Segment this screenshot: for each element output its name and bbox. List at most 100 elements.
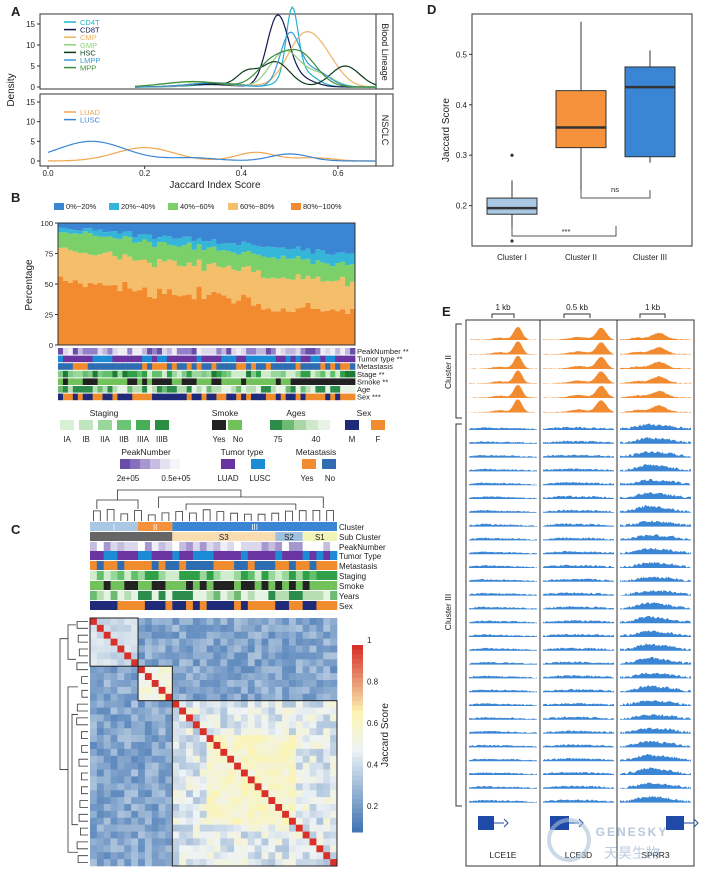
annotation-cell <box>288 551 297 560</box>
heatmap-cell <box>206 673 214 681</box>
stacked-bar-segment <box>161 261 168 294</box>
annotation-cell <box>226 386 232 393</box>
heatmap-cell <box>199 693 207 701</box>
stacked-bar-segment <box>196 244 202 260</box>
heatmap-cell <box>90 624 98 633</box>
annotation-cell <box>305 386 311 393</box>
heatmap-cell <box>323 618 331 626</box>
heatmap-cell <box>206 686 214 695</box>
heatmap-cell <box>227 859 235 867</box>
stacked-bar-segment <box>340 276 346 310</box>
stacked-bar-segment <box>256 223 262 246</box>
stacked-bar-segment <box>251 223 257 245</box>
colorbar-step <box>352 780 363 786</box>
heatmap-cell <box>144 824 153 832</box>
heatmap-cell <box>254 700 262 708</box>
heatmap-cell <box>240 755 249 763</box>
stacked-bar-segment <box>102 252 108 286</box>
stacked-bar-segment <box>72 280 79 345</box>
annotation-cell <box>227 561 235 570</box>
coverage-track <box>620 405 691 413</box>
heatmap-cell <box>124 762 132 770</box>
heatmap-cell <box>96 762 105 770</box>
heatmap-cell <box>275 852 283 860</box>
heatmap-cell <box>234 776 242 784</box>
annotation-cell <box>345 355 351 363</box>
coverage-track <box>469 537 537 541</box>
heatmap-cell <box>90 735 98 743</box>
legend-label-hsc: HSC <box>80 48 96 57</box>
annotation-cell <box>171 370 178 378</box>
annotation-cell <box>92 378 98 385</box>
heatmap-cell <box>240 638 249 646</box>
annotation-cell <box>179 542 187 551</box>
annotation-cell <box>345 378 351 385</box>
stacked-bar-segment <box>142 287 148 345</box>
annotation-cell <box>290 355 296 363</box>
stacked-bar-segment <box>166 223 173 237</box>
heatmap-cell <box>240 645 249 653</box>
stacked-bar-segment <box>280 308 287 345</box>
heatmap-cell <box>206 762 214 770</box>
heatmap-cell <box>295 659 303 667</box>
heatmap-cell <box>117 742 125 750</box>
heatmap-cell <box>288 652 297 660</box>
stacked-bar-segment <box>211 246 217 263</box>
heatmap-cell <box>124 624 132 633</box>
annotation-cell <box>122 378 128 385</box>
heatmap-cell <box>138 707 146 715</box>
stacked-bar-segment <box>77 283 84 345</box>
heatmap-cell <box>172 735 180 743</box>
heatmap-cell <box>186 817 194 825</box>
heatmap-cell <box>199 845 207 853</box>
track-label: Stage ** <box>357 370 385 379</box>
track-label: Age <box>357 385 370 394</box>
heatmap-cell <box>124 714 132 722</box>
heatmap-cell <box>172 804 180 812</box>
heatmap-cell <box>309 810 317 819</box>
annotation-cell <box>330 591 338 600</box>
heatmap-cell <box>199 735 207 743</box>
annotation-cell <box>295 378 301 385</box>
coverage-track <box>620 547 691 555</box>
heatmap-cell <box>330 817 338 825</box>
annotation-cell <box>152 355 158 363</box>
annotation-cell <box>127 363 133 370</box>
heatmap-cell <box>165 728 173 736</box>
heatmap-cell <box>117 859 125 867</box>
heatmap-cell <box>165 652 173 660</box>
heatmap-cell <box>330 700 338 708</box>
heatmap-cell <box>192 817 201 825</box>
annotation-cell <box>335 370 341 378</box>
stacked-bar-segment <box>305 223 311 249</box>
heatmap-cell <box>254 755 262 763</box>
heatmap-cell <box>268 652 276 660</box>
heatmap-cell <box>234 735 242 743</box>
stacked-bar-segment <box>117 239 123 260</box>
heatmap-cell <box>131 659 139 667</box>
stacked-bar-segment <box>265 223 272 247</box>
heatmap-cell <box>288 673 297 681</box>
heatmap-cell <box>124 618 132 626</box>
annotation-cell <box>67 363 74 370</box>
heatmap-cell <box>138 618 146 626</box>
heatmap-cell <box>323 769 331 777</box>
heatmap-cell <box>90 686 98 695</box>
annotation-cell <box>176 393 183 401</box>
coverage-track <box>620 700 691 706</box>
annotation-cell <box>97 378 103 385</box>
heatmap-cell <box>158 666 166 674</box>
legend-label-cd4t: CD4T <box>80 18 100 27</box>
annotation-cell <box>270 355 277 363</box>
annotation-cell <box>236 370 242 378</box>
heatmap-cell <box>90 645 98 653</box>
annotation-cell <box>158 591 166 600</box>
heatmap-cell <box>186 852 194 860</box>
stacked-bar-segment <box>176 223 183 239</box>
legend-label-lusc: LUSC <box>80 116 101 125</box>
heatmap-cell <box>261 804 269 812</box>
heatmap-cell <box>275 748 283 757</box>
heatmap-cell <box>275 817 283 825</box>
annotation-cell <box>122 393 128 401</box>
annotation-cell <box>325 363 331 370</box>
